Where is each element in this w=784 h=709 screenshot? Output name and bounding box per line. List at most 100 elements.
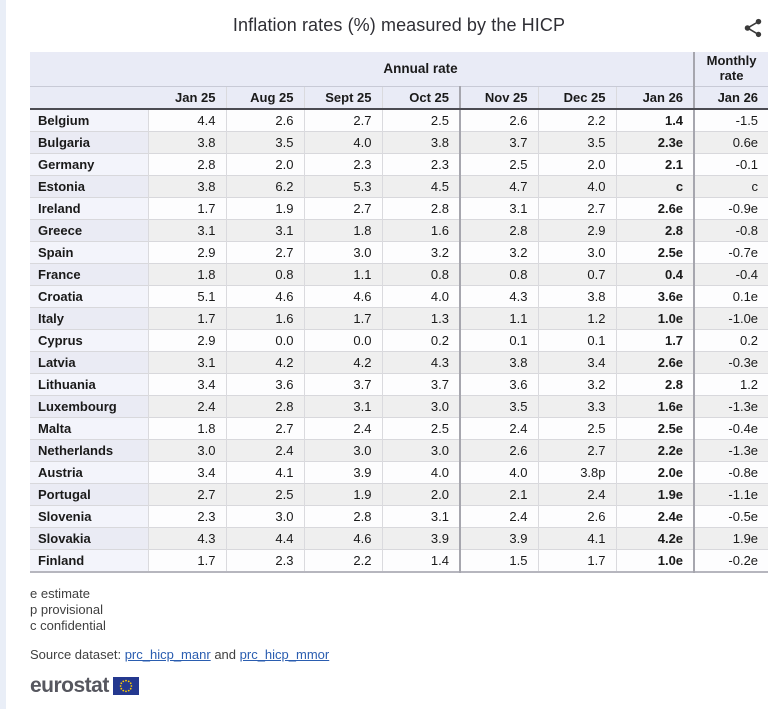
annual-value-cell: 1.7 bbox=[303, 307, 382, 330]
table-row: Bulgaria 3.8 3.5 4.0 3.8 3.7 3.5 2.3e 0.6e bbox=[30, 131, 769, 154]
annual-value-cell: 2.4 bbox=[303, 417, 382, 440]
country-cell: Italy bbox=[30, 307, 148, 330]
share-icon bbox=[742, 17, 766, 39]
annual-value-cell: 3.0 bbox=[303, 439, 382, 462]
annual-value-cell: 3.9 bbox=[303, 461, 382, 484]
source-prefix: Source dataset: bbox=[30, 647, 122, 663]
annual-value-cell: 0.0 bbox=[225, 329, 304, 352]
annual-value-cell: 2.0e bbox=[615, 461, 695, 484]
annual-value-cell: 2.8 bbox=[615, 373, 695, 396]
annual-value-cell: 0.8 bbox=[381, 263, 460, 286]
country-cell: Ireland bbox=[30, 197, 148, 220]
annual-value-cell: 3.6 bbox=[225, 373, 304, 396]
page-title: Inflation rates (%) measured by the HICP bbox=[232, 15, 566, 35]
annual-value-cell: 0.8 bbox=[459, 263, 538, 286]
dataset-link-mmor[interactable]: prc_hicp_mmor bbox=[239, 647, 330, 663]
col-header-aug-25: Aug 25 bbox=[225, 85, 304, 111]
annual-value-cell: 2.8 bbox=[381, 197, 460, 220]
annual-value-cell: 2.3 bbox=[381, 153, 460, 176]
monthly-value-cell: -0.4 bbox=[693, 263, 769, 286]
annual-value-cell: 3.3 bbox=[537, 395, 616, 418]
annual-value-cell: 1.6e bbox=[615, 395, 695, 418]
annual-value-cell: 3.0 bbox=[303, 241, 382, 264]
annual-value-cell: 2.2e bbox=[615, 439, 695, 462]
annual-value-cell: 4.3 bbox=[459, 285, 538, 308]
annual-value-cell: 1.1 bbox=[459, 307, 538, 330]
monthly-value-cell: -0.5e bbox=[693, 505, 769, 528]
source-conjunction: and bbox=[214, 647, 237, 663]
annual-value-cell: 4.6 bbox=[303, 527, 382, 550]
annual-value-cell: 5.1 bbox=[147, 285, 226, 308]
country-cell: Estonia bbox=[30, 175, 148, 198]
table-row: Slovenia 2.3 3.0 2.8 3.1 2.4 2.6 2.4e -0.5e bbox=[30, 505, 769, 528]
country-cell: Luxembourg bbox=[30, 395, 148, 418]
monthly-value-cell: 1.2 bbox=[693, 373, 769, 396]
country-cell: Cyprus bbox=[30, 329, 148, 352]
annual-value-cell: 6.2 bbox=[225, 175, 304, 198]
annual-value-cell: 4.5 bbox=[381, 175, 460, 198]
annual-value-cell: 3.8 bbox=[381, 131, 460, 154]
share-button[interactable] bbox=[742, 16, 766, 40]
monthly-value-cell: 0.6e bbox=[693, 131, 769, 154]
annual-value-cell: 4.3 bbox=[381, 351, 460, 374]
annual-value-cell: 2.7 bbox=[537, 197, 616, 220]
col-header-sept-25: Sept 25 bbox=[303, 85, 382, 111]
monthly-value-cell: -1.1e bbox=[693, 483, 769, 506]
annual-value-cell: 0.1 bbox=[459, 329, 538, 352]
annual-value-cell: 4.2 bbox=[225, 351, 304, 374]
country-cell: France bbox=[30, 263, 148, 286]
annual-value-cell: 1.6 bbox=[381, 219, 460, 242]
monthly-value-cell: -1.3e bbox=[693, 395, 769, 418]
annual-value-cell: 2.4 bbox=[459, 417, 538, 440]
table-row: France 1.8 0.8 1.1 0.8 0.8 0.7 0.4 -0.4 bbox=[30, 263, 769, 286]
annual-value-cell: 1.0e bbox=[615, 549, 695, 573]
annual-value-cell: 3.5 bbox=[459, 395, 538, 418]
country-cell: Belgium bbox=[30, 109, 148, 132]
table-row: Austria 3.4 4.1 3.9 4.0 4.0 3.8p 2.0e -0.8e bbox=[30, 461, 769, 484]
annual-value-cell: 1.2 bbox=[537, 307, 616, 330]
annual-value-cell: 2.3 bbox=[147, 505, 226, 528]
annual-value-cell: 3.9 bbox=[459, 527, 538, 550]
annual-value-cell: 3.2 bbox=[537, 373, 616, 396]
monthly-value-cell: -0.1 bbox=[693, 153, 769, 176]
annual-value-cell: 3.1 bbox=[147, 219, 226, 242]
title-bar: Inflation rates (%) measured by the HICP bbox=[30, 6, 768, 50]
annual-value-cell: 3.5 bbox=[225, 131, 304, 154]
dataset-link-manr[interactable]: prc_hicp_manr bbox=[124, 647, 211, 663]
eu-flag-icon bbox=[112, 677, 139, 696]
monthly-value-cell: c bbox=[693, 175, 769, 198]
annual-value-cell: 4.4 bbox=[147, 109, 226, 132]
annual-rate-header: Annual rate bbox=[148, 52, 695, 87]
annual-value-cell: 2.4 bbox=[537, 483, 616, 506]
annual-value-cell: 3.0 bbox=[537, 241, 616, 264]
country-cell: Greece bbox=[30, 219, 148, 242]
annual-value-cell: 0.7 bbox=[537, 263, 616, 286]
footnotes: e estimate p provisional c confidential bbox=[30, 586, 768, 634]
country-cell: Lithuania bbox=[30, 373, 148, 396]
annual-value-cell: 3.2 bbox=[459, 241, 538, 264]
annual-value-cell: 2.9 bbox=[147, 241, 226, 264]
table-row: Portugal 2.7 2.5 1.9 2.0 2.1 2.4 1.9e -1.1e bbox=[30, 483, 769, 506]
annual-value-cell: 3.4 bbox=[147, 373, 226, 396]
annual-value-cell: 3.0 bbox=[225, 505, 304, 528]
annual-value-cell: 2.8 bbox=[459, 219, 538, 242]
annual-value-cell: 2.3e bbox=[615, 131, 695, 154]
annual-value-cell: 2.5 bbox=[537, 417, 616, 440]
footnote-confidential: c confidential bbox=[30, 618, 106, 634]
annual-value-cell: 2.8 bbox=[225, 395, 304, 418]
annual-value-cell: 3.4 bbox=[537, 351, 616, 374]
monthly-value-cell: 1.9e bbox=[693, 527, 769, 550]
annual-value-cell: 4.2 bbox=[303, 351, 382, 374]
annual-value-cell: 1.7 bbox=[537, 549, 616, 573]
annual-value-cell: 2.5e bbox=[615, 417, 695, 440]
monthly-value-cell: -0.4e bbox=[693, 417, 769, 440]
annual-value-cell: 2.7 bbox=[303, 197, 382, 220]
annual-value-cell: 2.9 bbox=[537, 219, 616, 242]
table-row: Belgium 4.4 2.6 2.7 2.5 2.6 2.2 1.4 -1.5 bbox=[30, 109, 769, 132]
annual-value-cell: 2.2 bbox=[303, 549, 382, 573]
table-row: Croatia 5.1 4.6 4.6 4.0 4.3 3.8 3.6e 0.1e bbox=[30, 285, 769, 308]
annual-value-cell: 4.7 bbox=[459, 175, 538, 198]
annual-value-cell: 2.7 bbox=[225, 417, 304, 440]
annual-value-cell: 1.7 bbox=[147, 307, 226, 330]
